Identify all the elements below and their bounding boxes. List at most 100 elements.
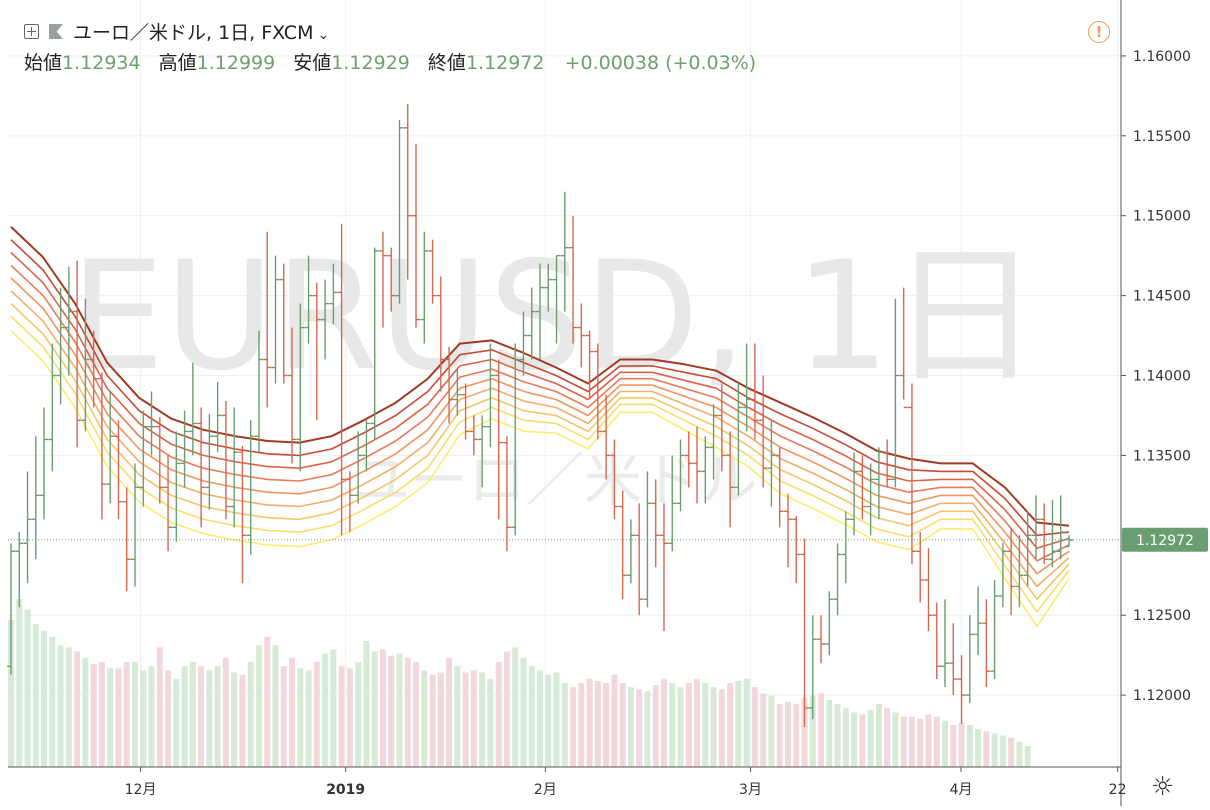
ohlc-bar [97,372,106,520]
volume-bar [388,655,395,767]
low-label: 安値 [293,52,332,74]
ohlc-bar [544,263,553,312]
volume-bar [49,636,56,767]
ohlc-bar [403,103,412,280]
volume-bar [553,672,560,767]
ohlc-bar [436,276,445,392]
volume-bar [346,668,353,767]
volume-bar [90,664,97,767]
volume-bar [454,666,461,767]
ema-line-9 [10,330,1070,628]
ohlc-bar [279,263,288,384]
high-value: 1.12999 [196,52,276,74]
volume-bar [776,704,783,767]
volume-bar [718,689,725,767]
ohlc-bar [155,417,164,504]
ohlc-bar [726,431,735,528]
ohlc-bar [932,602,941,680]
symbol-title[interactable]: ユーロ／米ドル, 1日, FXCM [73,22,314,44]
volume-bar [98,662,105,767]
volume-bar [578,683,585,767]
ohlc-bar [486,343,495,448]
ohlc-bar [659,503,668,632]
volume-bar [41,630,48,767]
ohlc-bar [626,519,635,584]
volume-bar [743,678,750,767]
ohlc-bar [205,413,214,510]
ohlc-bar [378,231,387,328]
gear-icon[interactable]: ☼ [1151,772,1175,802]
chevron-down-icon[interactable]: ⌄ [317,27,330,43]
ohlc-bar [899,287,908,409]
volume-bar [528,666,535,767]
y-tick-label: 1.14000 [1133,369,1191,385]
close-value: 1.12972 [465,52,545,74]
volume-bar [710,687,717,767]
volume-bar [661,678,667,767]
volume-bar [1016,741,1023,767]
ohlc-bar [56,287,65,405]
volume-bar [247,662,254,767]
ohlc-bar [412,143,421,328]
volume-bar [793,704,800,767]
volume-bar [933,716,940,767]
ohlc-bar [238,445,247,584]
ohlc-bar [1031,495,1040,560]
ohlc-bar [825,591,834,656]
volume-bar [198,666,205,767]
ema-line-6 [10,290,1070,588]
ohlc-bar [172,431,181,542]
volume-bar [851,712,858,767]
ohlc-bar [469,415,478,456]
ohlc-bar [494,359,503,520]
ohlc-bar [676,439,685,512]
volume-bar [107,668,114,767]
ohlc-bar [40,407,49,520]
volume-bar [925,714,932,767]
ohlc-bar [891,298,900,488]
warning-icon[interactable]: ! [1088,21,1110,43]
volume-bar [561,683,568,767]
ema-line-4 [10,264,1070,562]
price-axis[interactable]: 1.16000 1.15500 1.15000 1.14500 1.14000 1.135… [1121,49,1191,704]
collapse-icon[interactable] [24,24,39,39]
volume-bar [421,670,428,767]
ohlc-bar [296,303,305,472]
ohlc-bar [750,343,759,440]
ohlc-bar [197,407,206,528]
volume-bar [537,670,543,767]
ohlc-bar [841,511,850,584]
volume-bar [735,680,742,767]
ohlc-bar [139,410,148,507]
volume-bar [809,695,816,767]
time-axis[interactable]: 12月 2019 2月 3月 4月 22 [125,767,1127,798]
volume-bar [619,683,626,767]
symbol-header[interactable]: ユーロ／米ドル, 1日, FXCM ⌄ [24,18,329,45]
ohlc-bar [428,239,437,304]
volume-bar [652,685,659,767]
y-tick-label: 1.12500 [1133,608,1191,624]
volume-bar [371,651,378,767]
volume-bar [156,647,163,767]
ohlc-bar [1056,495,1065,560]
x-tick-label: 3月 [739,782,762,798]
ohlc-bar [188,362,197,456]
ohlc-bar [329,263,338,325]
volume-bar [222,657,229,767]
volume-bar [74,651,81,767]
ohlc-bar [321,279,330,360]
volume-bar [297,668,304,767]
x-tick-label: 22 [1109,782,1127,798]
price-bars[interactable] [7,103,1073,728]
last-price-value: 1.12972 [1136,533,1194,549]
flag-icon [49,24,63,39]
volume-bar [479,672,486,767]
volume-bar [305,670,312,767]
ohlc-bar [362,420,371,472]
volume-bar [32,624,39,767]
ohlc-bar [73,260,82,448]
volume-bar [313,662,320,767]
volume-bar [644,691,651,767]
